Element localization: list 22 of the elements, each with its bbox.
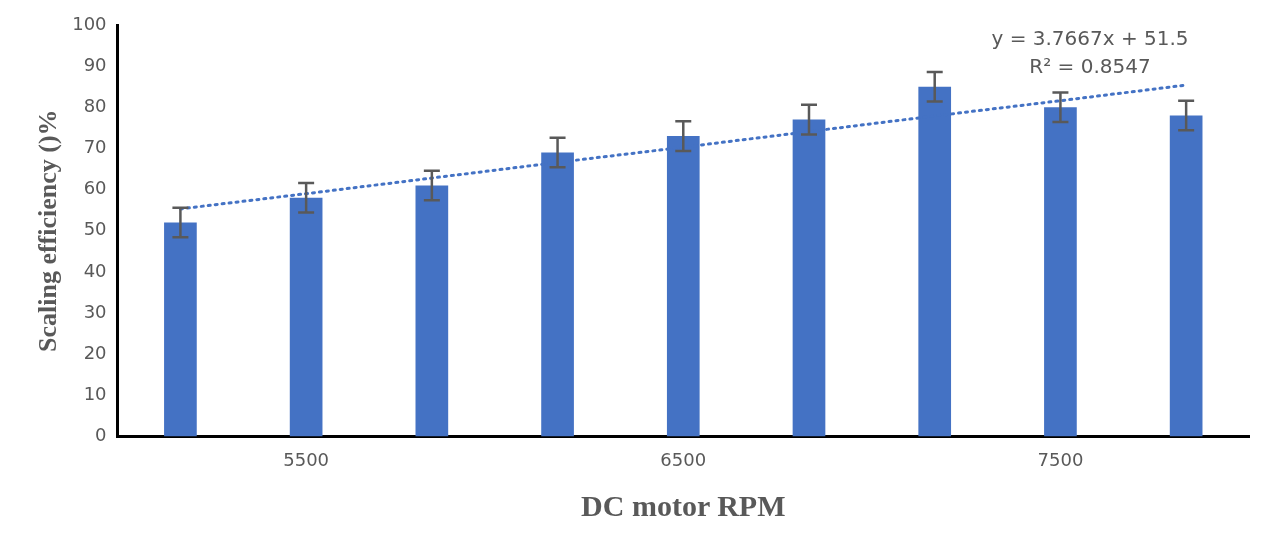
x-tick-label: 7500: [1037, 448, 1084, 470]
bar: [1044, 107, 1077, 437]
x-tick-label: 6500: [660, 448, 707, 470]
bar: [1169, 115, 1203, 437]
y-tick-label: 50: [83, 218, 107, 240]
annotation: R² = 0.8547: [1029, 54, 1151, 79]
y-tick-label: 0: [95, 424, 107, 446]
y-tick-label: 100: [72, 12, 107, 34]
x-tick-label: 5500: [283, 448, 330, 470]
x-axis-title: DC motor RPM: [581, 488, 786, 522]
y-tick-label: 40: [83, 259, 107, 281]
y-axis-title: Scaling efficiency ()%: [33, 109, 63, 352]
y-tick-label: 60: [83, 177, 107, 199]
y-tick-label: 70: [83, 136, 107, 158]
y-tick-label: 80: [83, 94, 107, 116]
y-tick-label: 90: [83, 53, 107, 75]
annotation: y = 3.7667x + 51.5: [991, 26, 1189, 51]
bar: [415, 185, 449, 437]
bar: [164, 222, 197, 437]
y-tick-label: 30: [83, 300, 107, 322]
y-tick-label: 20: [83, 341, 107, 363]
y-tick-label: 10: [83, 382, 107, 404]
